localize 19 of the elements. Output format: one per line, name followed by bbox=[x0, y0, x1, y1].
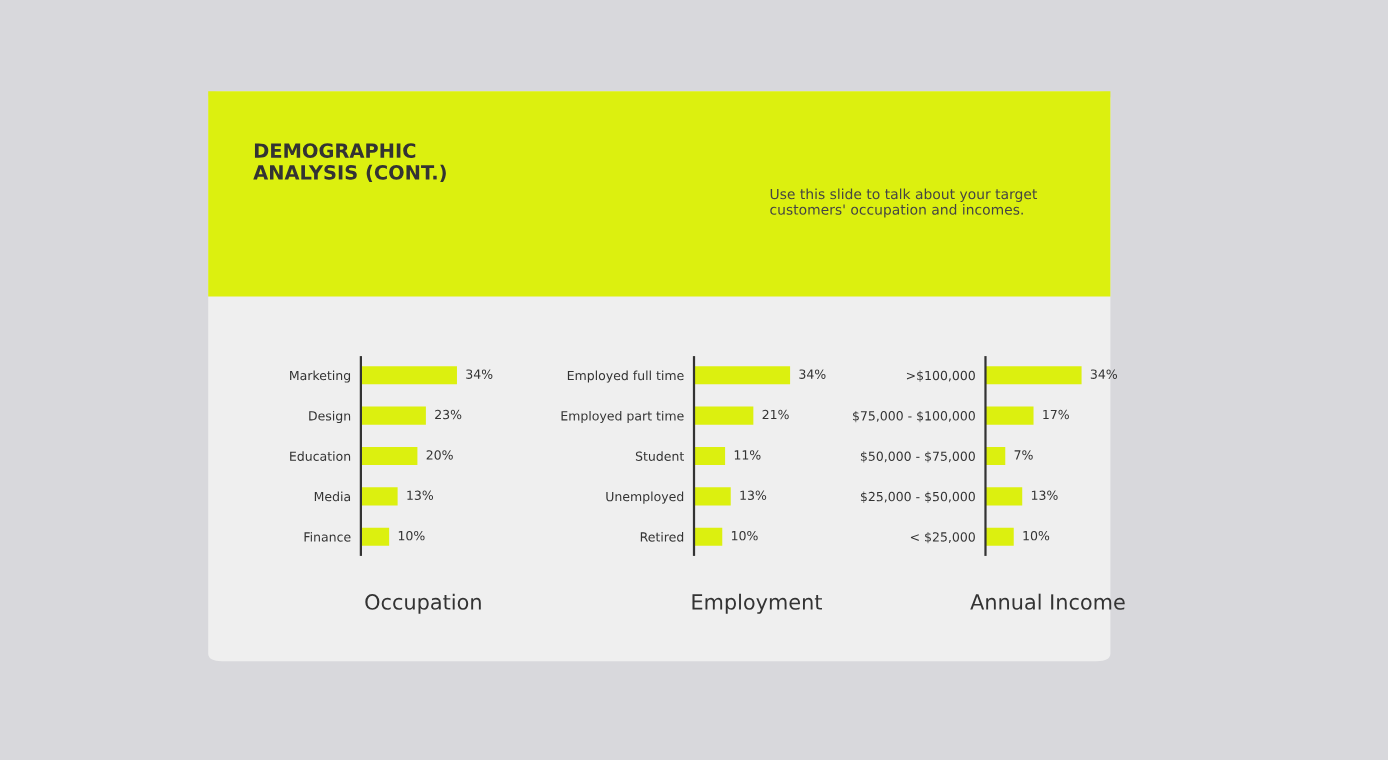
bar bbox=[985, 366, 1082, 385]
bar bbox=[360, 406, 426, 425]
x-axis-title: Occupation bbox=[365, 593, 481, 614]
bar bbox=[360, 487, 398, 506]
bar bbox=[694, 406, 754, 425]
bar bbox=[360, 527, 390, 546]
bar bbox=[694, 366, 791, 385]
bar bbox=[694, 446, 726, 466]
bar bbox=[985, 446, 1006, 466]
text: DEMOGRAPHIC ANALYSIS (CONT.) bbox=[253, 143, 446, 182]
bar bbox=[694, 487, 731, 506]
bar bbox=[985, 487, 1023, 506]
bar bbox=[694, 527, 723, 546]
x-axis-title: Annual Income bbox=[970, 593, 1125, 610]
bar bbox=[985, 406, 1034, 425]
bar bbox=[360, 366, 457, 385]
bar bbox=[360, 446, 418, 466]
bar bbox=[985, 527, 1014, 546]
x-axis-title: Employment bbox=[692, 593, 822, 614]
